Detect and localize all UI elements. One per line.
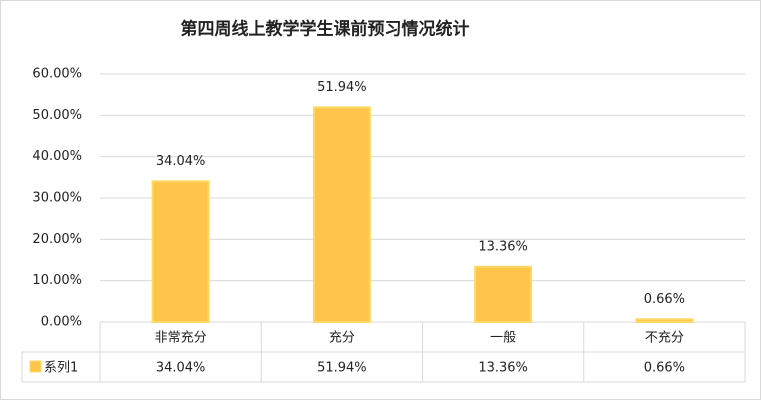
legend-label: 系列1 (44, 361, 78, 376)
y-tick-label: 60.00% (32, 67, 82, 82)
data-label: 13.36% (478, 239, 528, 254)
y-tick-label: 10.00% (32, 273, 82, 288)
bar (312, 106, 371, 323)
legend-swatch (29, 360, 42, 373)
table-value: 0.66% (644, 361, 685, 376)
y-tick-label: 20.00% (32, 232, 82, 247)
table-value: 34.04% (156, 361, 206, 376)
y-tick-label: 0.00% (41, 315, 82, 330)
table-value: 51.94% (317, 361, 367, 376)
data-label: 34.04% (156, 154, 206, 169)
x-tick-label: 充分 (329, 330, 355, 346)
y-tick-label: 40.00% (32, 149, 82, 164)
data-label: 0.66% (644, 292, 685, 307)
bar (151, 180, 210, 323)
table-value: 13.36% (478, 361, 528, 376)
x-tick-label: 一般 (490, 330, 516, 346)
x-tick-label: 不充分 (645, 330, 684, 346)
data-label: 51.94% (317, 80, 367, 95)
bar (474, 265, 533, 323)
y-tick-label: 30.00% (32, 191, 82, 206)
chart-title: 第四周线上教学学生课前预习情况统计 (181, 19, 470, 40)
y-tick-label: 50.00% (32, 108, 82, 123)
x-tick-label: 非常充分 (155, 330, 207, 346)
bar (635, 318, 694, 324)
